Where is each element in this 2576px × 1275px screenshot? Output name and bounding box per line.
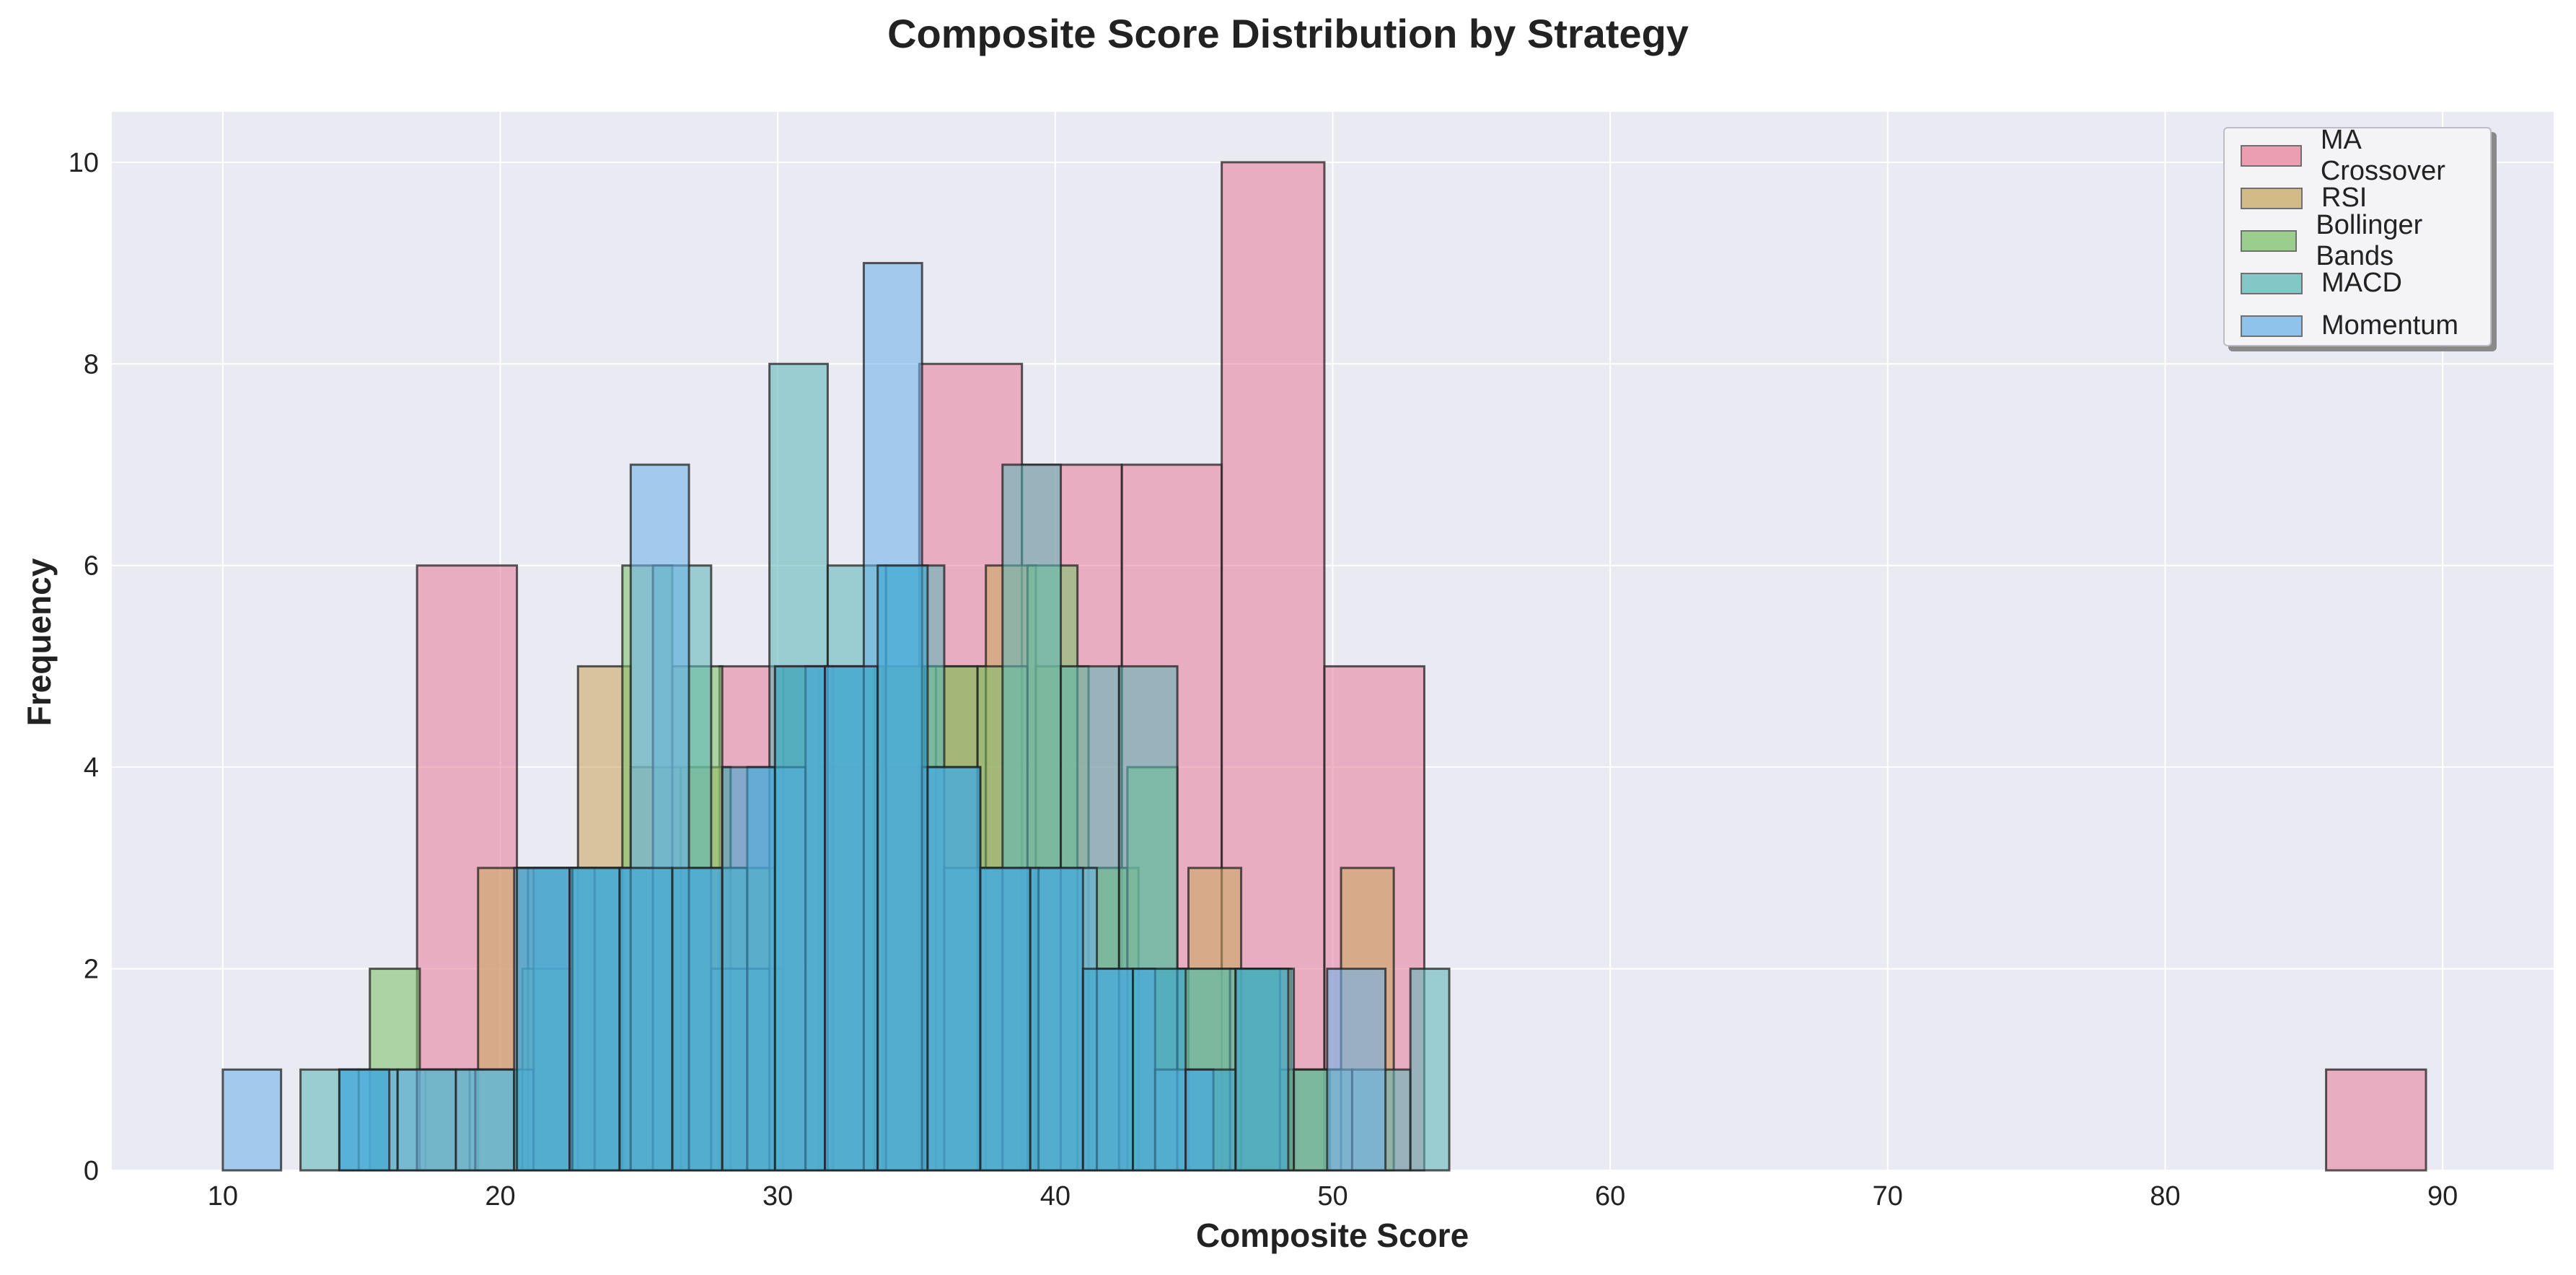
histogram-bar (1132, 968, 1187, 1172)
legend-label: MACD (2321, 268, 2402, 298)
y-axis-label: Frequency (20, 558, 58, 726)
histogram-bar (338, 1068, 391, 1172)
legend-label: Momentum (2321, 310, 2459, 341)
y-tick-label: 6 (84, 551, 99, 582)
histogram-bar (516, 867, 571, 1172)
histogram-bar (454, 1068, 516, 1172)
histogram-bar (221, 1068, 283, 1172)
legend-label: Bollinger Bands (2316, 209, 2423, 271)
x-tick-label: 30 (762, 1181, 793, 1212)
histogram-bar (1409, 968, 1451, 1172)
histogram-bar (926, 766, 982, 1172)
legend-item: Bollinger Bands (2225, 210, 2490, 271)
legend-swatch (2241, 229, 2298, 252)
histogram-bar (2325, 1068, 2427, 1172)
y-tick-label: 4 (84, 753, 99, 783)
legend-swatch (2241, 187, 2303, 209)
x-tick-label: 90 (2427, 1181, 2458, 1212)
legend-swatch (2241, 272, 2303, 294)
legend-item: MA Crossover (2225, 125, 2490, 186)
legend-item: RSI (2225, 177, 2490, 219)
histogram-bar (1184, 1068, 1237, 1172)
histogram-bar (876, 564, 929, 1172)
legend-swatch (2241, 315, 2303, 337)
histogram-bar (618, 867, 674, 1172)
histogram-bar (1081, 968, 1135, 1172)
legend-item: MACD (2225, 262, 2490, 304)
histogram-bar (1326, 968, 1387, 1172)
histogram-bar (721, 766, 776, 1172)
histogram-bar (824, 665, 879, 1172)
y-tick-label: 2 (84, 955, 99, 985)
histogram-bar (979, 867, 1032, 1172)
y-tick-label: 10 (69, 148, 99, 178)
y-tick-label: 8 (84, 349, 99, 380)
histogram-bar (773, 665, 827, 1172)
axis-ticks: 10 20 30 40 50 60 70 80 90 0 2 4 6 8 10 (69, 148, 2458, 1212)
x-tick-label: 20 (485, 1181, 515, 1212)
histogram-bar (396, 1068, 457, 1172)
legend-swatch (2241, 144, 2302, 167)
y-tick-label: 0 (84, 1156, 99, 1186)
x-tick-label: 70 (1873, 1181, 1903, 1212)
x-tick-label: 40 (1040, 1181, 1071, 1212)
legend-item: Momentum (2225, 304, 2490, 347)
x-tick-label: 60 (1595, 1181, 1625, 1212)
histogram-bars (221, 161, 2427, 1172)
chart-title: Composite Score Distribution by Strategy (887, 11, 1689, 56)
x-axis-label: Composite Score (1196, 1217, 1469, 1254)
x-tick-label: 80 (2150, 1181, 2180, 1212)
histogram-bar (568, 867, 621, 1172)
x-tick-label: 50 (1317, 1181, 1348, 1212)
histogram-bar (671, 867, 724, 1172)
histogram-bar (1029, 867, 1084, 1172)
x-tick-label: 10 (208, 1181, 238, 1212)
legend-label: RSI (2321, 183, 2368, 213)
legend: MA Crossover RSI Bollinger Bands MACD Moment… (2223, 125, 2492, 347)
legend-label: MA Crossover (2320, 124, 2445, 186)
histogram-bar (1234, 968, 1290, 1172)
